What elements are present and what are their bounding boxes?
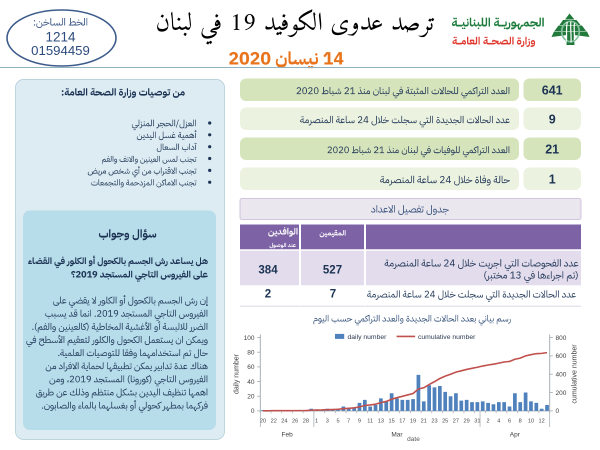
svg-text:1214: 1214 <box>45 30 76 45</box>
svg-text:daily number: daily number <box>234 353 241 394</box>
svg-text:26: 26 <box>292 418 298 424</box>
svg-text:600: 600 <box>556 353 567 360</box>
svg-text:23: 23 <box>431 418 437 424</box>
svg-text:10: 10 <box>528 418 534 424</box>
svg-text:5: 5 <box>336 418 339 424</box>
svg-text:31: 31 <box>474 418 480 424</box>
svg-text:80: 80 <box>247 349 255 356</box>
svg-text:4: 4 <box>497 418 500 424</box>
svg-text:384: 384 <box>258 265 278 277</box>
svg-text:2: 2 <box>487 418 490 424</box>
svg-text:cumulative number: cumulative number <box>418 334 476 341</box>
svg-text:25: 25 <box>442 418 448 424</box>
svg-text:7: 7 <box>347 418 350 424</box>
svg-text:28: 28 <box>303 418 309 424</box>
svg-text:9: 9 <box>358 418 361 424</box>
svg-text:100: 100 <box>244 335 255 342</box>
svg-text:24: 24 <box>281 418 287 424</box>
svg-text:800: 800 <box>556 335 567 342</box>
svg-text:15: 15 <box>388 418 394 424</box>
svg-text:19: 19 <box>410 418 416 424</box>
svg-text:400: 400 <box>556 372 567 379</box>
svg-text:527: 527 <box>323 265 342 277</box>
svg-text:17: 17 <box>399 418 405 424</box>
svg-text:11: 11 <box>367 418 373 424</box>
svg-text:0: 0 <box>251 408 255 415</box>
svg-text:200: 200 <box>556 390 567 397</box>
svg-text:21: 21 <box>421 418 427 424</box>
svg-text:7: 7 <box>330 289 336 301</box>
svg-text:27: 27 <box>453 418 459 424</box>
svg-text:12: 12 <box>539 418 545 424</box>
svg-text:6: 6 <box>508 418 511 424</box>
svg-text:01594459: 01594459 <box>31 43 90 58</box>
svg-text:20: 20 <box>247 394 255 401</box>
svg-text:2: 2 <box>265 289 271 301</box>
svg-text:Mar: Mar <box>391 432 403 439</box>
svg-text:40: 40 <box>247 379 255 386</box>
svg-text:daily number: daily number <box>348 334 388 341</box>
svg-text:Feb: Feb <box>281 432 293 439</box>
svg-text:9: 9 <box>549 113 556 127</box>
svg-text:Apr: Apr <box>510 432 521 439</box>
svg-text:29: 29 <box>464 418 470 424</box>
svg-text:22: 22 <box>271 418 277 424</box>
svg-text:0: 0 <box>556 408 560 415</box>
svg-text:cumulative number: cumulative number <box>572 344 579 404</box>
svg-text:20: 20 <box>260 418 266 424</box>
svg-text:1: 1 <box>315 418 318 424</box>
svg-text:21: 21 <box>545 143 559 157</box>
svg-text:date: date <box>407 436 420 443</box>
svg-text:1: 1 <box>549 173 556 187</box>
svg-text:3: 3 <box>326 418 329 424</box>
svg-text:8: 8 <box>519 418 522 424</box>
svg-text:60: 60 <box>247 364 255 371</box>
svg-text:13: 13 <box>378 418 384 424</box>
svg-text:641: 641 <box>542 84 563 98</box>
